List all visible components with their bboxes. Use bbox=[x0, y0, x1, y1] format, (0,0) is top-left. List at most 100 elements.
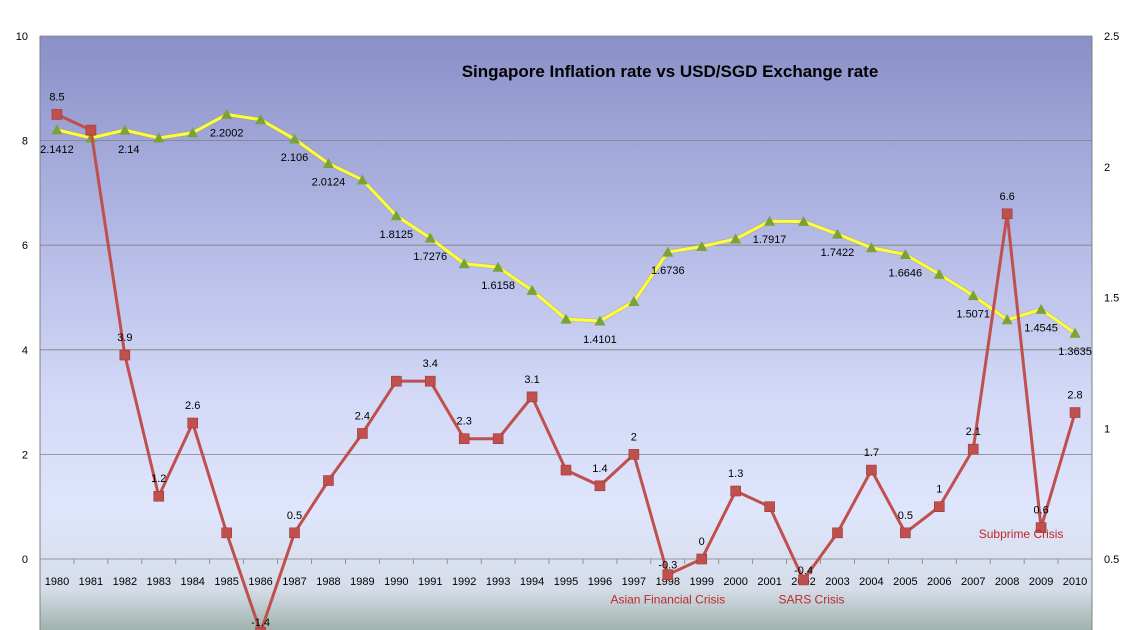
inflation-data-label: -1.4 bbox=[251, 617, 270, 629]
x-tick-label: 1984 bbox=[180, 576, 204, 588]
x-tick-label: 1986 bbox=[248, 576, 272, 588]
exchange-point bbox=[526, 284, 538, 295]
x-tick-label: 2003 bbox=[825, 576, 849, 588]
exchange-data-label: 1.6646 bbox=[889, 267, 923, 279]
x-tick-label: 2009 bbox=[1029, 576, 1053, 588]
x-tick-label: 1999 bbox=[689, 576, 713, 588]
inflation-data-label: 3.1 bbox=[524, 374, 539, 386]
inflation-data-label: 1 bbox=[936, 484, 942, 496]
inflation-data-label: 2.8 bbox=[1067, 390, 1082, 402]
inflation-point bbox=[696, 553, 708, 565]
inflation-point bbox=[153, 490, 165, 502]
exchange-point bbox=[492, 261, 504, 272]
crisis-annotation: SARS Crisis bbox=[779, 592, 845, 606]
inflation-point bbox=[391, 375, 402, 387]
x-tick-label: 1985 bbox=[214, 576, 238, 588]
exchange-point bbox=[458, 258, 470, 269]
inflation-point bbox=[458, 433, 470, 445]
exchange-data-label: 1.4545 bbox=[1024, 322, 1058, 334]
inflation-point bbox=[1001, 208, 1013, 220]
inflation-data-label: 3.4 bbox=[423, 358, 438, 370]
inflation-point bbox=[424, 375, 436, 387]
inflation-data-label: 0 bbox=[699, 536, 705, 548]
inflation-data-label: 6.6 bbox=[1000, 191, 1015, 203]
exchange-data-label: 1.7276 bbox=[413, 251, 447, 263]
exchange-point bbox=[1069, 327, 1081, 338]
exchange-point bbox=[322, 158, 334, 169]
inflation-point bbox=[662, 569, 674, 580]
x-tick-label: 1991 bbox=[418, 576, 442, 588]
exchange-data-label: 1.5071 bbox=[956, 309, 990, 321]
inflation-point bbox=[1035, 522, 1047, 533]
y-right-tick-label: 1 bbox=[1104, 423, 1110, 435]
inflation-point bbox=[221, 527, 232, 539]
inflation-point bbox=[798, 574, 809, 586]
inflation-point bbox=[933, 501, 945, 513]
exchange-point bbox=[865, 242, 877, 253]
gridlines bbox=[40, 35, 1092, 560]
inflation-point bbox=[866, 464, 877, 476]
inflation-point bbox=[255, 626, 266, 630]
exchange-point bbox=[51, 124, 63, 135]
exchange-point bbox=[289, 133, 301, 144]
inflation-point bbox=[357, 428, 368, 439]
exchange-point bbox=[356, 174, 368, 185]
plot-area bbox=[40, 36, 1092, 630]
exchange-data-label: 1.6158 bbox=[481, 280, 515, 292]
inflation-data-label: 2.3 bbox=[457, 416, 472, 428]
exchange-point bbox=[798, 215, 810, 226]
x-tick-label: 2010 bbox=[1063, 576, 1087, 588]
exchange-point bbox=[255, 114, 267, 125]
inflation-point bbox=[187, 417, 199, 429]
inflation-point bbox=[323, 475, 334, 486]
x-tick-label: 2006 bbox=[927, 576, 951, 588]
y-left-tick-label: 4 bbox=[22, 345, 28, 357]
inflation-data-label: -0.4 bbox=[794, 565, 813, 577]
exchange-data-label: 2.14 bbox=[118, 144, 139, 156]
exchange-point bbox=[390, 210, 402, 221]
exchange-point bbox=[424, 232, 436, 243]
exchange-point bbox=[153, 132, 165, 143]
inflation-data-label: 2.1 bbox=[966, 426, 981, 438]
inflation-point bbox=[730, 485, 741, 497]
exchange-data-label: 2.0124 bbox=[312, 177, 346, 189]
x-tick-label: 1983 bbox=[147, 576, 171, 588]
exchange-point bbox=[764, 215, 776, 226]
exchange-data-label: 2.1412 bbox=[40, 144, 74, 156]
y-left-tick-label: 0 bbox=[22, 554, 28, 566]
inflation-data-label: 0.5 bbox=[287, 510, 302, 522]
inflation-point bbox=[764, 501, 775, 513]
inflation-point bbox=[51, 109, 63, 120]
exchange-data-label: 2.106 bbox=[281, 152, 309, 164]
x-tick-label: 1992 bbox=[452, 576, 476, 588]
x-tick-label: 2001 bbox=[757, 576, 781, 588]
inflation-point bbox=[119, 349, 131, 361]
x-tick-label: 1980 bbox=[45, 576, 69, 588]
inflation-point bbox=[832, 527, 843, 539]
y-left-tick-label: 6 bbox=[22, 240, 28, 252]
inflation-data-label: 0.5 bbox=[898, 510, 913, 522]
inflation-point bbox=[560, 464, 572, 476]
inflation-data-label: 1.3 bbox=[728, 468, 743, 480]
inflation-data-label: 1.7 bbox=[864, 447, 879, 459]
exchange-point bbox=[187, 127, 199, 138]
chart-title: Singapore Inflation rate vs USD/SGD Exch… bbox=[462, 62, 879, 81]
x-tick-label: 1996 bbox=[588, 576, 612, 588]
exchange-point bbox=[730, 233, 742, 244]
y-right-tick-label: 2.5 bbox=[1104, 31, 1119, 43]
x-tick-label: 1990 bbox=[384, 576, 408, 588]
exchange-point bbox=[1001, 314, 1013, 325]
inflation-point bbox=[594, 480, 606, 492]
exchange-point bbox=[662, 246, 674, 257]
y-left-tick-label: 10 bbox=[16, 31, 28, 43]
x-tick-label: 2007 bbox=[961, 576, 985, 588]
y-left-tick-label: 2 bbox=[22, 449, 28, 461]
inflation-data-label: 3.9 bbox=[117, 332, 132, 344]
exchange-data-label: 1.3635 bbox=[1058, 346, 1092, 358]
exchange-point bbox=[1035, 303, 1047, 314]
x-tick-label: 1981 bbox=[79, 576, 103, 588]
inflation-data-label: 1.4 bbox=[592, 463, 607, 475]
inflation-point bbox=[492, 433, 504, 445]
